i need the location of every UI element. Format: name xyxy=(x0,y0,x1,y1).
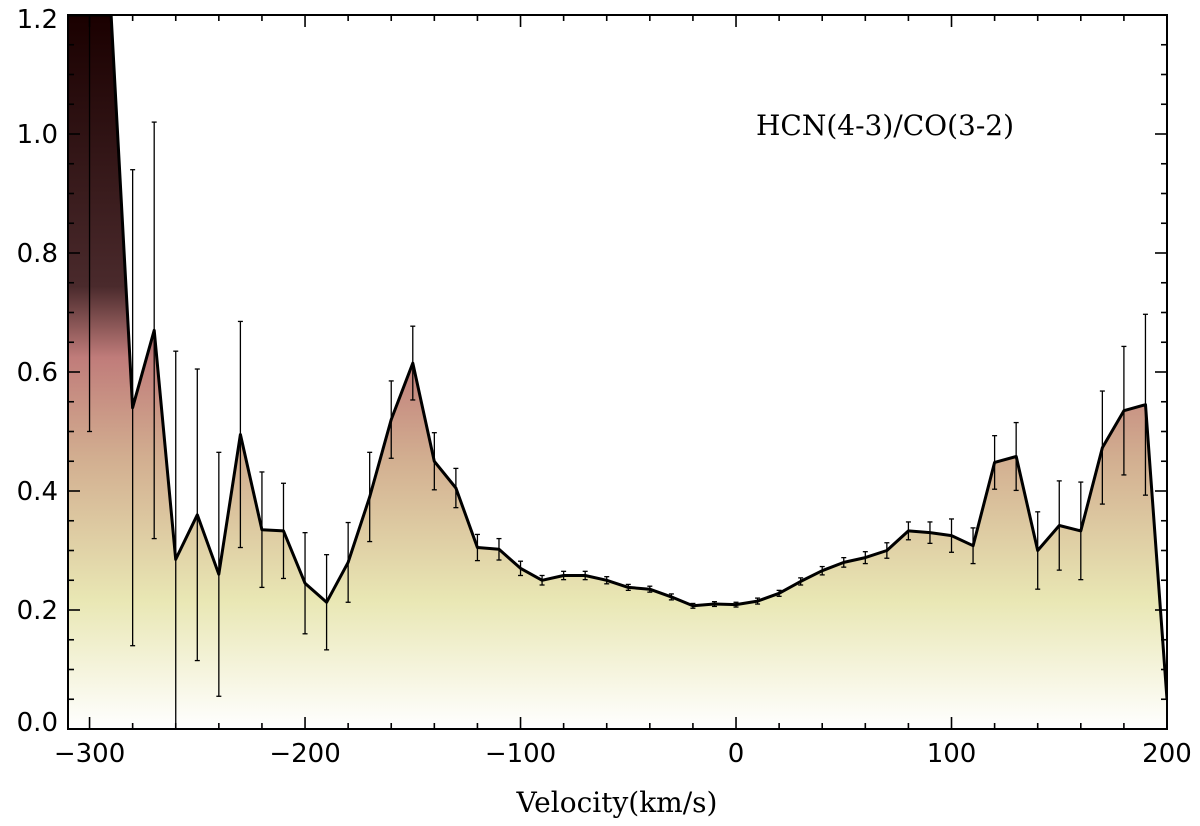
x-tick-label: −100 xyxy=(485,739,556,769)
y-tick-label: 0.4 xyxy=(17,477,58,507)
y-tick-label: 1.0 xyxy=(17,120,58,150)
x-axis-label: Velocity(km/s) xyxy=(516,786,718,819)
y-tick-label: 1.2 xyxy=(17,5,58,35)
x-tick-label: −200 xyxy=(269,739,340,769)
x-tick-label: 200 xyxy=(1142,739,1192,769)
error-bar xyxy=(173,350,179,729)
series-line xyxy=(68,15,1167,700)
y-tick-label: 0.0 xyxy=(17,708,58,738)
plot-area xyxy=(68,15,1167,729)
y-tick-label: 0.8 xyxy=(17,239,58,269)
area-fill xyxy=(68,15,1167,729)
y-tick-label: 0.2 xyxy=(17,596,58,626)
x-tick-label: 0 xyxy=(728,739,745,769)
axis-ticks: −300 −200 −100 0 100 200 0.0 0.2 0.4 0.6 0.8 1.0 1.2 xyxy=(17,5,1192,769)
x-tick-label: 100 xyxy=(927,739,977,769)
series-annotation: HCN(4-3)/CO(3-2) xyxy=(756,109,1014,142)
error-bar xyxy=(87,15,93,433)
y-tick-label: 0.6 xyxy=(17,358,58,388)
x-tick-label: −300 xyxy=(54,739,125,769)
